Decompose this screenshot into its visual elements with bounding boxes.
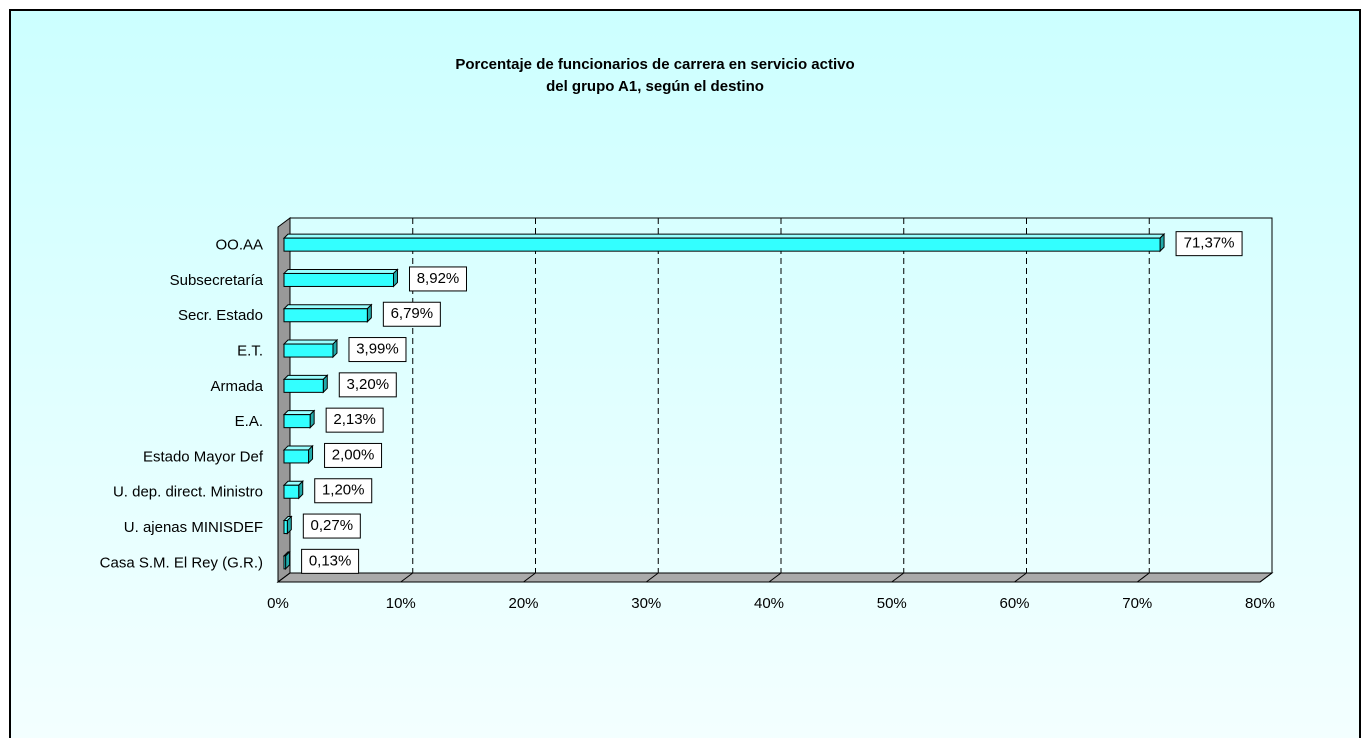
value-label: 6,79%	[391, 305, 434, 322]
value-label-box	[338, 372, 397, 398]
x-tick	[277, 572, 291, 583]
bar-top	[282, 445, 314, 451]
bar-top	[282, 304, 373, 310]
value-label-box	[1175, 231, 1243, 257]
chart-title: Porcentaje de funcionarios de carrera en…	[455, 56, 854, 73]
x-tick-label: 30%	[631, 595, 661, 612]
x-tick	[645, 572, 659, 583]
bar	[283, 308, 368, 323]
value-label-box	[314, 478, 373, 504]
bar	[283, 449, 310, 464]
x-tick-label: 50%	[877, 595, 907, 612]
value-label-box	[325, 407, 384, 433]
value-label: 0,13%	[309, 552, 352, 569]
chart-frame	[9, 9, 1361, 738]
value-label: 71,37%	[1184, 235, 1235, 252]
bar	[283, 272, 394, 287]
y-tick-label: OO.AA	[215, 237, 263, 254]
value-label-box	[324, 442, 383, 468]
y-tick-label: E.A.	[235, 413, 263, 430]
chart-title: del grupo A1, según el destino	[546, 78, 764, 95]
value-label: 2,00%	[332, 446, 375, 463]
x-tick-label: 70%	[1122, 595, 1152, 612]
bar-top	[282, 410, 316, 416]
bar	[283, 555, 287, 570]
bar-top	[282, 233, 1166, 239]
y-tick-label: Secr. Estado	[178, 307, 263, 324]
bar	[283, 237, 1161, 252]
value-label: 2,13%	[333, 411, 376, 428]
bar	[283, 343, 334, 358]
value-label-box	[408, 266, 467, 292]
y-tick-label: U. dep. direct. Ministro	[113, 484, 263, 501]
x-tick	[523, 572, 536, 583]
value-label: 1,20%	[322, 482, 365, 499]
x-tick	[768, 572, 782, 583]
y-tick-label: Subsecretaría	[170, 272, 264, 289]
x-tick	[891, 572, 905, 583]
y-tick-label: Casa S.M. El Rey (G.R.)	[100, 554, 263, 571]
bar-top	[282, 339, 339, 345]
value-label: 3,99%	[356, 341, 399, 358]
bar	[283, 378, 324, 393]
bar-top	[282, 374, 329, 380]
x-tick	[1014, 572, 1027, 583]
x-tick-label: 40%	[754, 595, 784, 612]
x-tick	[1136, 572, 1150, 583]
value-label-box	[382, 301, 441, 327]
y-tick-label: Armada	[210, 378, 263, 395]
value-label-box	[348, 337, 407, 363]
x-tick-label: 0%	[267, 595, 289, 612]
value-label: 0,27%	[311, 517, 354, 534]
y-tick-label: Estado Mayor Def	[143, 448, 264, 465]
x-tick-label: 20%	[508, 595, 538, 612]
x-tick-label: 80%	[1245, 595, 1275, 612]
x-tick	[1259, 572, 1273, 583]
y-tick-label: U. ajenas MINISDEF	[124, 519, 263, 536]
x-tick-label: 60%	[999, 595, 1029, 612]
y-tick-label: E.T.	[237, 343, 263, 360]
bar-top	[282, 268, 399, 274]
value-label: 8,92%	[417, 270, 460, 287]
x-tick-label: 10%	[386, 595, 416, 612]
bar	[283, 520, 288, 535]
bar	[283, 484, 300, 499]
bar	[283, 414, 311, 429]
value-label: 3,20%	[347, 376, 390, 393]
value-label-box	[301, 548, 360, 574]
value-label-box	[302, 513, 361, 539]
x-tick	[400, 572, 414, 583]
